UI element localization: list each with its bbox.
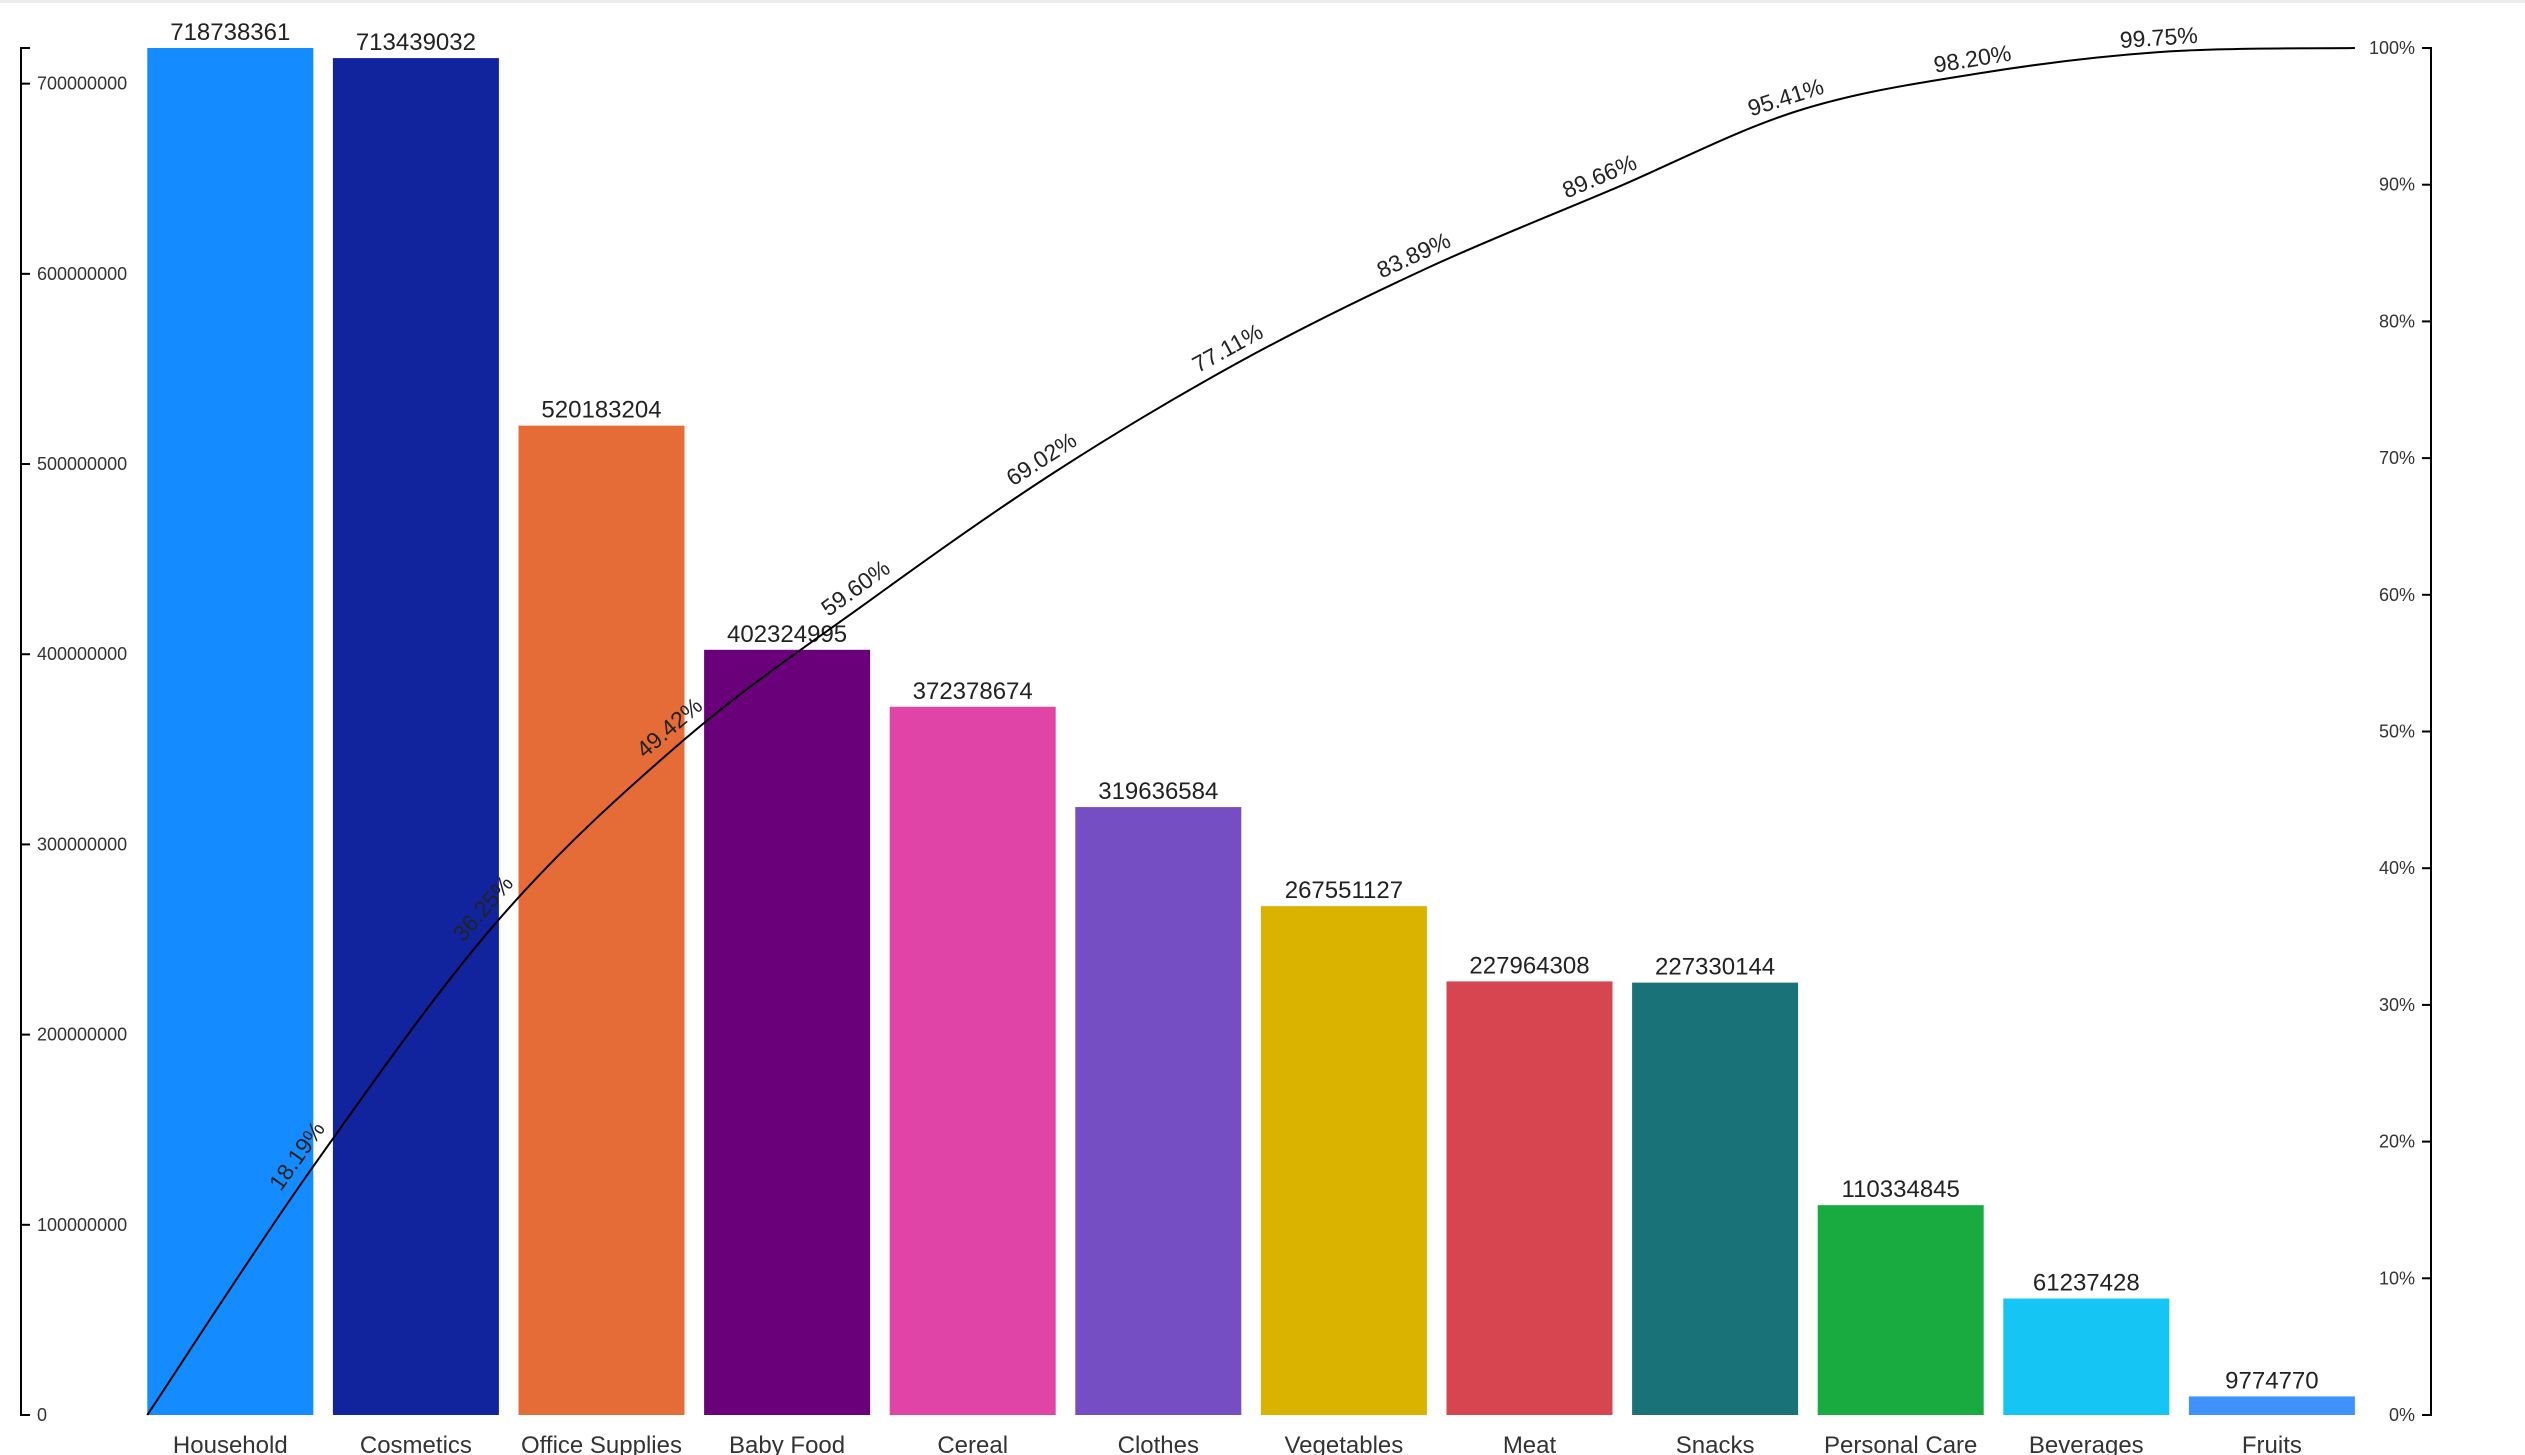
- bar-cosmetics: [332, 58, 499, 1416]
- bar-meat: [1446, 981, 1613, 1415]
- bar-vegetables: [1260, 906, 1427, 1415]
- left-axis-tick-label: 700000000: [37, 74, 127, 94]
- bar-value-label: 402324995: [727, 621, 847, 648]
- bar-value-label: 372378674: [913, 678, 1033, 705]
- category-label: Beverages: [2029, 1432, 2144, 1455]
- right-axis-tick-label: 90%: [2379, 175, 2415, 195]
- left-axis-tick-label: 500000000: [37, 454, 127, 474]
- bar-household: [147, 48, 314, 1415]
- bar-office-supplies: [518, 425, 685, 1415]
- category-label: Cereal: [937, 1432, 1008, 1455]
- right-axis-tick-label: 80%: [2379, 311, 2415, 331]
- category-label: Household: [173, 1432, 288, 1455]
- category-label: Baby Food: [729, 1432, 845, 1455]
- category-label: Office Supplies: [521, 1432, 682, 1455]
- bar-fruits: [2188, 1396, 2355, 1415]
- bar-value-label: 227330144: [1655, 954, 1775, 981]
- bar-value-label: 9774770: [2225, 1367, 2318, 1394]
- cumulative-percent-line: [146, 47, 2355, 1416]
- right-axis-tick-label: 10%: [2379, 1268, 2415, 1288]
- category-label: Fruits: [2242, 1432, 2302, 1455]
- bar-personal-care: [1817, 1205, 1984, 1415]
- category-label: Cosmetics: [360, 1432, 472, 1455]
- bar-cereal: [889, 706, 1056, 1415]
- right-axis-tick-label: 100%: [2369, 38, 2415, 58]
- bar-value-label: 319636584: [1098, 778, 1218, 805]
- bar-value-label: 110334845: [1842, 1176, 1960, 1203]
- left-axis-tick-label: 400000000: [37, 644, 127, 664]
- bar-value-label: 227964308: [1469, 952, 1589, 979]
- right-axis-tick-label: 20%: [2379, 1132, 2415, 1152]
- bar-baby-food: [704, 649, 871, 1415]
- left-axis-tick-label: 200000000: [37, 1025, 127, 1045]
- left-axis-tick-label: 100000000: [37, 1215, 127, 1235]
- left-axis-line: [20, 47, 30, 1416]
- category-label: Vegetables: [1285, 1432, 1404, 1455]
- bar-value-label: 520183204: [541, 397, 661, 424]
- right-axis-tick-label: 50%: [2379, 722, 2415, 742]
- bar-value-label: 718738361: [170, 19, 290, 46]
- bar-value-label: 267551127: [1285, 877, 1403, 904]
- right-axis-tick-label: 30%: [2379, 995, 2415, 1015]
- bar-beverages: [2003, 1298, 2170, 1415]
- bar-value-label: 61237428: [2033, 1270, 2140, 1297]
- right-axis-tick-label: 0%: [2389, 1405, 2415, 1425]
- category-label: Snacks: [1676, 1432, 1755, 1455]
- cumulative-percent-label: 98.20%: [1932, 40, 2013, 78]
- bar-snacks: [1632, 982, 1799, 1415]
- right-axis-tick-label: 70%: [2379, 448, 2415, 468]
- top-border: [0, 0, 2525, 3]
- right-axis-tick-label: 60%: [2379, 585, 2415, 605]
- left-axis-tick-label: 600000000: [37, 264, 127, 284]
- bar-value-label: 713439032: [356, 29, 476, 56]
- left-axis-tick-label: 300000000: [37, 834, 127, 854]
- category-label: Clothes: [1118, 1432, 1199, 1455]
- category-label: Personal Care: [1824, 1432, 1977, 1455]
- category-label: Meat: [1503, 1432, 1557, 1455]
- bar-clothes: [1075, 807, 1242, 1415]
- left-axis-tick-label: 0: [37, 1405, 47, 1425]
- right-axis-tick-label: 40%: [2379, 858, 2415, 878]
- cumulative-percent-label: 99.75%: [2119, 22, 2199, 53]
